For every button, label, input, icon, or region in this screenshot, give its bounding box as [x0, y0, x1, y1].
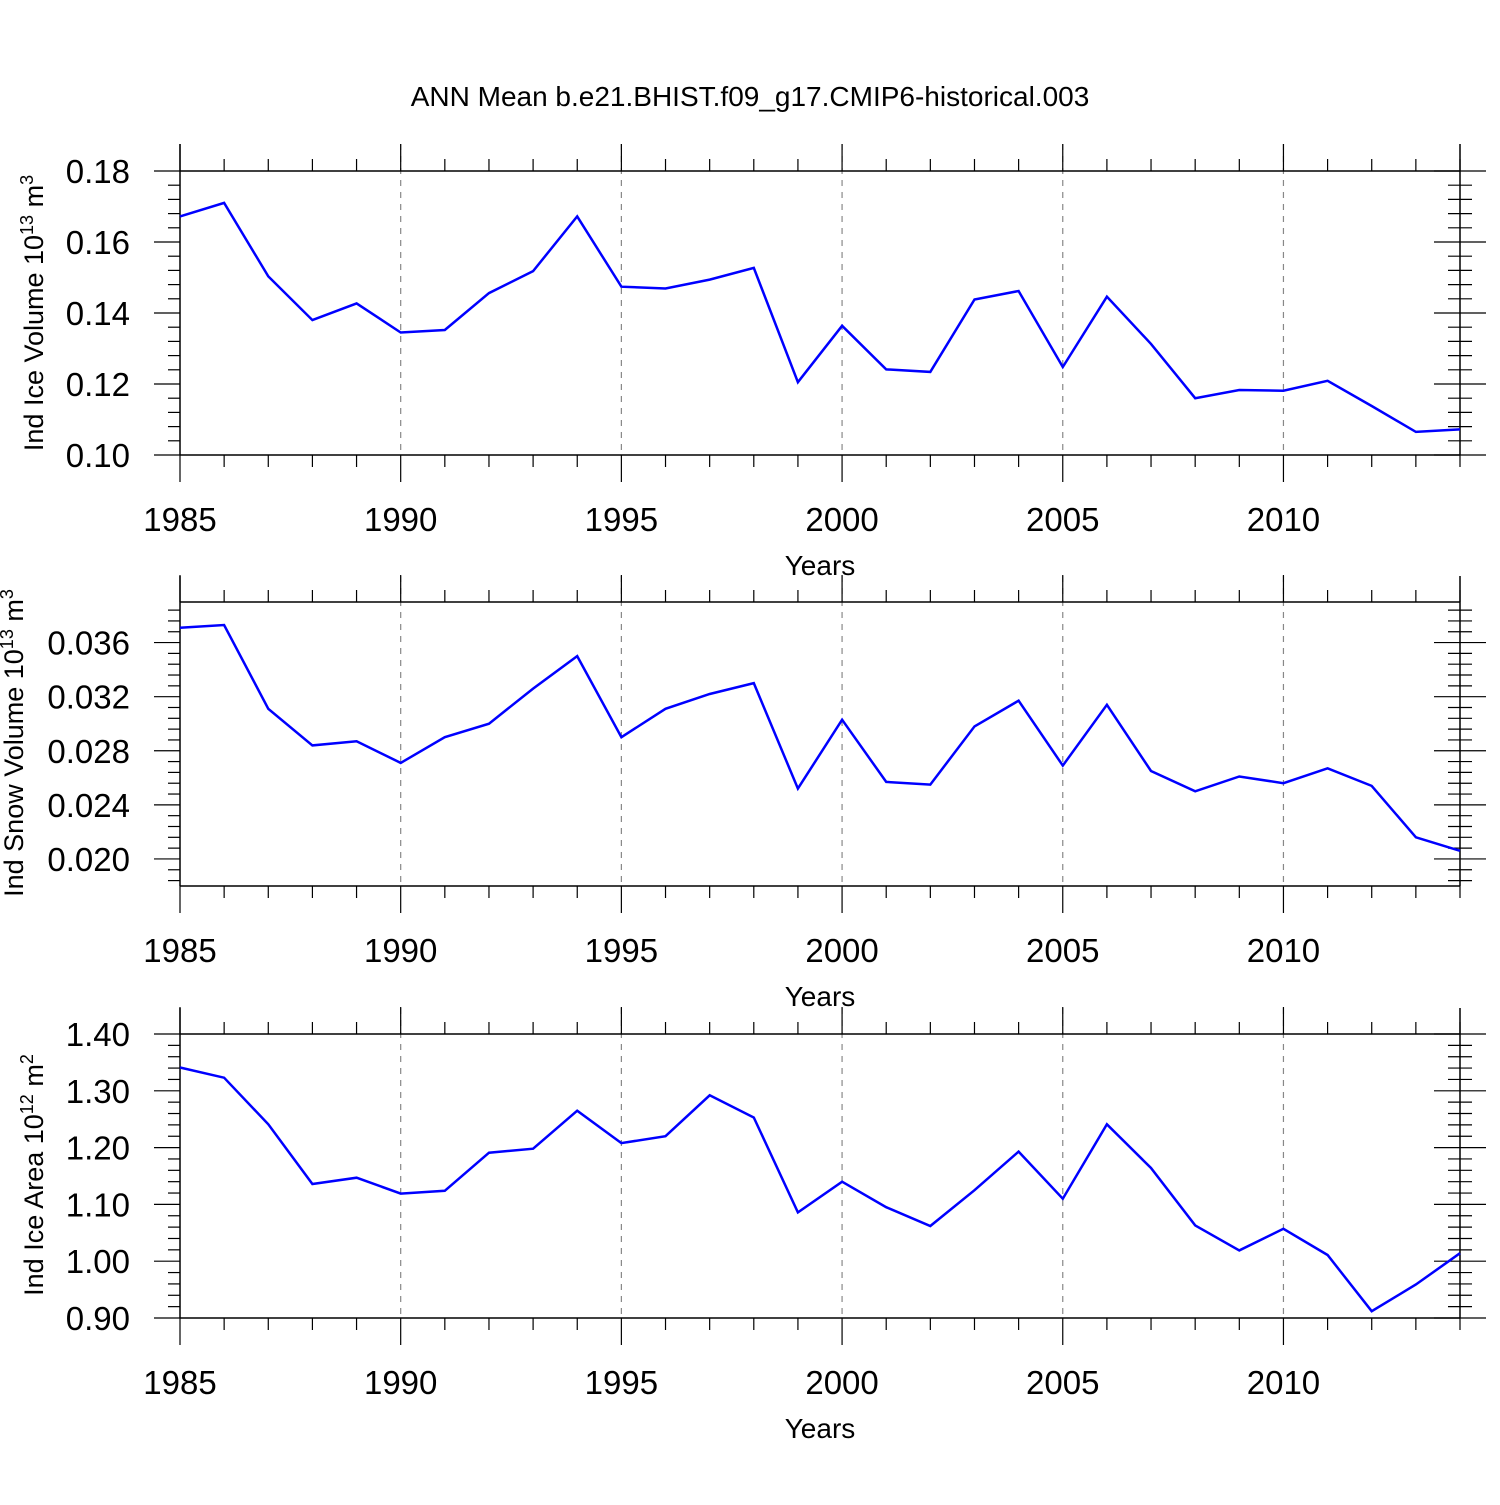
y-axis-label-exponent: 13	[0, 629, 17, 649]
y-tick-label: 0.16	[66, 224, 130, 261]
y-axis-label-unit-exponent: 3	[17, 175, 37, 185]
y-axis-label-unit: m	[0, 599, 29, 629]
x-axis-label: Years	[785, 550, 856, 581]
y-tick-label: 1.30	[66, 1073, 130, 1110]
y-axis-label-unit-exponent: 2	[17, 1054, 37, 1064]
y-axis-label: Ind Snow Volume 1013 m3	[0, 589, 29, 897]
x-tick-label: 1995	[585, 1364, 658, 1401]
y-axis-label-unit: m	[19, 1064, 49, 1094]
y-tick-label: 0.036	[47, 625, 130, 662]
x-tick-label: 1995	[585, 932, 658, 969]
x-tick-label: 1985	[143, 1364, 216, 1401]
x-axis-label: Years	[785, 981, 856, 1012]
y-tick-label: 0.90	[66, 1300, 130, 1337]
x-tick-label: 2010	[1247, 501, 1320, 538]
y-axis-label-unit: m	[19, 185, 49, 215]
y-axis-label-exponent: 13	[17, 215, 37, 235]
x-tick-label: 2010	[1247, 1364, 1320, 1401]
x-tick-label: 2005	[1026, 501, 1099, 538]
y-tick-label: 1.10	[66, 1186, 130, 1223]
x-axis-label: Years	[785, 1413, 856, 1444]
panel-1: 1985 1990 1995 2000 2005 2010 0.10 0.12 0.14 0.16…	[17, 144, 1486, 581]
x-tick-label: 2010	[1247, 932, 1320, 969]
series-line	[179, 1066, 1461, 1313]
x-tick-label: 2005	[1026, 932, 1099, 969]
x-tick-label: 1990	[364, 932, 437, 969]
y-tick-label: 0.18	[66, 153, 130, 190]
y-axis-label-text: Ind Ice Area 10	[19, 1114, 49, 1296]
y-axis-label: Ind Ice Volume 1013 m3	[17, 175, 49, 451]
x-tick-label: 1995	[585, 501, 658, 538]
x-tick-label: 1985	[143, 932, 216, 969]
y-tick-label: 0.14	[66, 295, 130, 332]
chart-title: ANN Mean b.e21.BHIST.f09_g17.CMIP6-histo…	[411, 81, 1090, 112]
y-tick-label: 0.032	[47, 679, 130, 716]
y-axis-label: Ind Ice Area 1012 m2	[17, 1054, 49, 1296]
y-tick-label: 1.40	[66, 1016, 130, 1053]
y-tick-label: 0.020	[47, 841, 130, 878]
y-axis-label-text: Ind Snow Volume 10	[0, 649, 29, 897]
panel-2: 1985 1990 1995 2000 2005 2010 0.020 0.024 0.028 0…	[0, 575, 1486, 1012]
y-tick-label: 1.20	[66, 1130, 130, 1167]
y-tick-label: 0.028	[47, 733, 130, 770]
series-line	[179, 623, 1461, 852]
y-tick-label: 0.10	[66, 437, 130, 474]
panel-3: 1985 1990 1995 2000 2005 2010 0.90 1.00 1.10 1.20…	[17, 1007, 1486, 1444]
y-axis-label-text: Ind Ice Volume 10	[19, 235, 49, 451]
x-tick-label: 1990	[364, 1364, 437, 1401]
x-tick-label: 2000	[805, 501, 878, 538]
x-tick-label: 2000	[805, 1364, 878, 1401]
x-tick-label: 1985	[143, 501, 216, 538]
y-tick-label: 0.024	[47, 787, 130, 824]
y-axis-label-exponent: 12	[17, 1094, 37, 1114]
y-tick-label: 0.12	[66, 366, 130, 403]
x-tick-label: 1990	[364, 501, 437, 538]
x-tick-label: 2000	[805, 932, 878, 969]
y-tick-label: 1.00	[66, 1243, 130, 1280]
x-tick-label: 2005	[1026, 1364, 1099, 1401]
series-line	[179, 201, 1461, 434]
y-axis-label-unit-exponent: 3	[0, 589, 17, 599]
